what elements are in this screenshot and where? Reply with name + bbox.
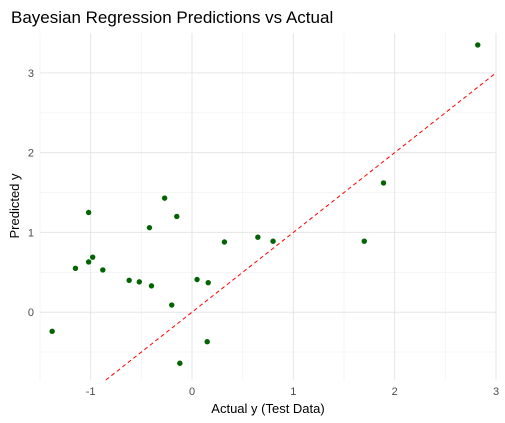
y-tick-label: 3 [28, 68, 34, 80]
y-axis-ticks: 0 1 2 3 [28, 68, 34, 319]
data-point [174, 213, 180, 220]
reference-line-layer [105, 72, 497, 381]
x-tick-label: 2 [392, 386, 398, 398]
grid-major [40, 33, 497, 380]
data-point [204, 339, 210, 345]
data-point [221, 239, 228, 245]
x-tick-label: 3 [493, 386, 499, 398]
data-point [148, 283, 155, 289]
data-point [72, 265, 79, 272]
x-axis-ticks: -1 0 1 2 3 [86, 386, 499, 398]
chart-title: Bayesian Regression Predictions vs Actua… [11, 8, 333, 27]
data-points [49, 42, 481, 366]
data-point [89, 254, 96, 260]
data-point [146, 224, 153, 231]
data-point [136, 279, 143, 285]
data-point [194, 276, 200, 283]
x-tick-label: 1 [290, 386, 296, 398]
y-tick-label: 1 [28, 227, 34, 239]
data-point [85, 209, 92, 216]
data-point [126, 277, 132, 283]
data-point [270, 238, 276, 244]
data-point [161, 195, 168, 201]
y-axis-label: Predicted y [7, 173, 22, 239]
x-axis-label: Actual y (Test Data) [211, 401, 324, 416]
data-point [100, 267, 106, 273]
x-tick-label: -1 [86, 386, 96, 398]
data-point [177, 360, 183, 366]
data-point [49, 328, 55, 335]
grid-minor [39, 33, 496, 380]
data-point [85, 259, 92, 265]
x-tick-label: 0 [189, 386, 195, 398]
y-tick-label: 2 [28, 148, 34, 160]
data-point [380, 180, 387, 186]
data-point [255, 234, 261, 240]
data-point [205, 279, 211, 286]
data-point [475, 42, 481, 48]
data-point [361, 238, 367, 244]
reference-line [105, 72, 497, 381]
y-tick-label: 0 [28, 307, 34, 319]
data-point [169, 302, 175, 308]
